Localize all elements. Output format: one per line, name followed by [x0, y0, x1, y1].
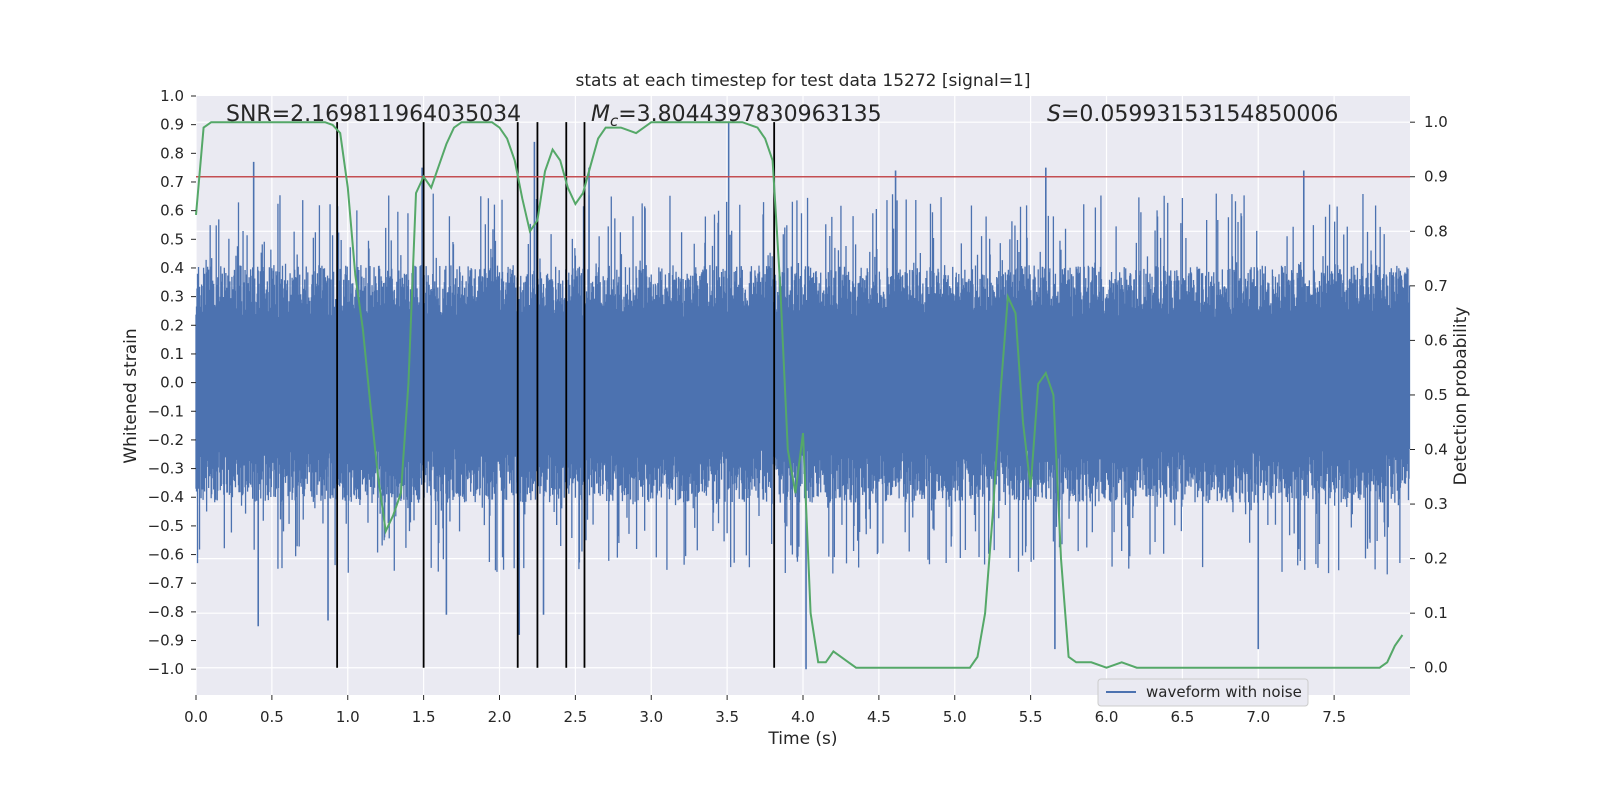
- detection-probability-line: [195, 121, 1404, 669]
- x-tick-label: 6.5: [1170, 708, 1194, 726]
- y-right-tick-label: 0.9: [1424, 168, 1448, 186]
- y-right-tick-label: 0.8: [1424, 222, 1448, 240]
- x-tick-label: 2.0: [488, 708, 512, 726]
- detection-probability-series: [195, 121, 1404, 669]
- chirp-mass-value: =3.8044397830963135: [618, 102, 881, 127]
- y-right-tick-label: 0.5: [1424, 386, 1448, 404]
- x-tick-label: 1.0: [336, 708, 360, 726]
- x-tick-label: 6.0: [1095, 708, 1119, 726]
- y-left-tick-label: 0.7: [160, 173, 184, 191]
- y-right-tick-label: 0.4: [1424, 441, 1448, 459]
- s-statistic-value: =0.05993153154850006: [1061, 102, 1338, 127]
- y-left-tick-label: −0.3: [148, 460, 184, 478]
- x-tick-label: 0.0: [184, 708, 208, 726]
- chart-title: stats at each timestep for test data 152…: [576, 71, 1031, 91]
- y-left-tick-label: 0.8: [160, 144, 184, 162]
- y-left-tick-label: −0.5: [148, 517, 184, 535]
- x-tick-label: 4.0: [791, 708, 815, 726]
- x-tick-label: 4.5: [867, 708, 891, 726]
- x-tick-label: 5.5: [1019, 708, 1043, 726]
- x-axis-ticks: 0.0 0.5 1.0 1.5 2.0 2.5 3.0 3.5 4.0 4.5 5.0 5.5 6.0 6…: [184, 695, 1346, 726]
- legend-label: waveform with noise: [1146, 683, 1302, 701]
- x-tick-label: 7.5: [1322, 708, 1346, 726]
- y-right-axis-ticks: 1.0 0.9 0.8 0.7 0.6 0.5 0.4 0.3 0.2 0.1 0.0: [1410, 113, 1448, 677]
- y-left-tick-label: 0.5: [160, 230, 184, 248]
- x-axis-label: Time (s): [767, 729, 837, 749]
- noise-waveform-trace: [195, 193, 1411, 575]
- chirp-mass-annotation: Mc=3.8044397830963135: [591, 102, 882, 130]
- y-right-tick-label: 0.2: [1424, 550, 1448, 568]
- snr-annotation: SNR=2.169811964035034: [226, 102, 521, 127]
- y-right-tick-label: 1.0: [1424, 113, 1448, 131]
- waveform-with-noise-series: [195, 121, 1411, 670]
- y-left-tick-label: −0.1: [148, 402, 184, 420]
- y-right-tick-label: 0.0: [1424, 659, 1448, 677]
- y-left-axis-ticks: 1.0 0.9 0.8 0.7 0.6 0.5 0.4 0.3 0.2 0.1 0.0 −0.1 −0.…: [148, 87, 196, 678]
- legend: waveform with noise: [1097, 678, 1309, 707]
- x-tick-label: 3.0: [639, 708, 663, 726]
- chirp-mass-subscript: c: [610, 112, 619, 130]
- x-tick-label: 2.5: [563, 708, 587, 726]
- x-tick-label: 7.0: [1246, 708, 1270, 726]
- x-tick-label: 1.5: [412, 708, 436, 726]
- y-left-tick-label: 1.0: [160, 87, 184, 105]
- x-tick-label: 3.5: [715, 708, 739, 726]
- y-right-tick-label: 0.6: [1424, 331, 1448, 349]
- y-left-tick-label: 0.6: [160, 202, 184, 220]
- x-tick-label: 0.5: [260, 708, 284, 726]
- y-left-tick-label: −0.8: [148, 603, 184, 621]
- y-left-tick-label: −0.9: [148, 632, 184, 650]
- y-left-tick-label: −1.0: [148, 660, 184, 678]
- y-left-tick-label: 0.9: [160, 116, 184, 134]
- y-left-tick-label: −0.2: [148, 431, 184, 449]
- y-left-tick-label: 0.2: [160, 316, 184, 334]
- y-right-tick-label: 0.3: [1424, 495, 1448, 513]
- s-statistic-symbol: S: [1047, 102, 1061, 127]
- y-left-tick-label: −0.4: [148, 488, 184, 506]
- y-left-tick-label: 0.4: [160, 259, 184, 277]
- s-statistic-annotation: S=0.05993153154850006: [1047, 102, 1338, 127]
- y-left-tick-label: 0.0: [160, 374, 184, 392]
- y-left-tick-label: −0.7: [148, 574, 184, 592]
- y-left-axis-label: Whitened strain: [121, 328, 141, 463]
- y-right-axis-label: Detection probability: [1451, 307, 1471, 486]
- y-right-tick-label: 0.1: [1424, 604, 1448, 622]
- y-right-tick-label: 0.7: [1424, 277, 1448, 295]
- y-left-tick-label: 0.3: [160, 288, 184, 306]
- legend-box: [1097, 678, 1309, 707]
- x-tick-label: 5.0: [943, 708, 967, 726]
- detection-time-markers: [336, 122, 776, 668]
- y-left-tick-label: −0.6: [148, 546, 184, 564]
- y-left-tick-label: 0.1: [160, 345, 184, 363]
- chirp-mass-symbol: M: [591, 102, 610, 127]
